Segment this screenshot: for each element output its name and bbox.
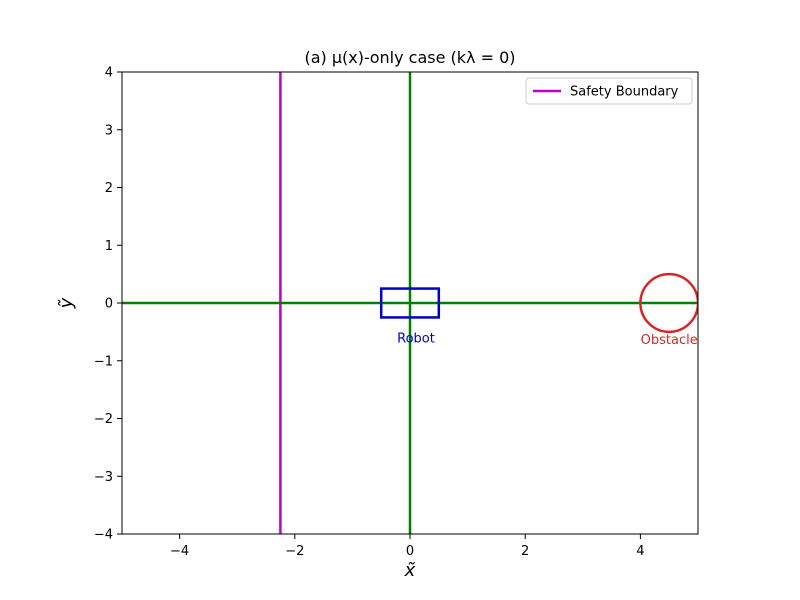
y-tick-label: 3 bbox=[105, 123, 113, 138]
x-tick-label: −2 bbox=[285, 544, 304, 559]
x-tick-label: 0 bbox=[406, 544, 414, 559]
x-axis-label: x̃ bbox=[404, 560, 416, 581]
chart-title: (a) μ(x)-only case (kλ = 0) bbox=[304, 48, 515, 67]
obstacle-label: Obstacle bbox=[641, 333, 698, 348]
x-tick-label: −4 bbox=[170, 544, 189, 559]
x-axis-ticks: −4 −2 0 2 4 bbox=[170, 534, 645, 559]
y-tick-label: −1 bbox=[94, 354, 113, 369]
obstacle-circle bbox=[639, 272, 698, 334]
legend: Safety Boundary bbox=[525, 77, 693, 105]
x-tick-label: 4 bbox=[636, 544, 644, 559]
y-axis-ticks: −4 −3 −2 −1 0 1 2 3 4 bbox=[94, 66, 122, 543]
legend-label-safety-boundary: Safety Boundary bbox=[570, 85, 679, 100]
y-axis-label: ỹ bbox=[56, 297, 77, 309]
robot-label: Robot bbox=[397, 331, 435, 346]
y-tick-label: 0 bbox=[105, 297, 113, 312]
y-tick-label: −4 bbox=[94, 528, 113, 543]
y-tick-label: −3 bbox=[94, 470, 113, 485]
y-tick-label: −2 bbox=[94, 412, 113, 427]
data-layer bbox=[122, 72, 698, 534]
y-tick-label: 4 bbox=[105, 66, 113, 81]
y-tick-label: 2 bbox=[105, 181, 113, 196]
y-tick-label: 1 bbox=[105, 239, 113, 254]
x-tick-label: 2 bbox=[521, 544, 529, 559]
robot-rect bbox=[379, 287, 441, 319]
legend-box bbox=[525, 77, 693, 105]
